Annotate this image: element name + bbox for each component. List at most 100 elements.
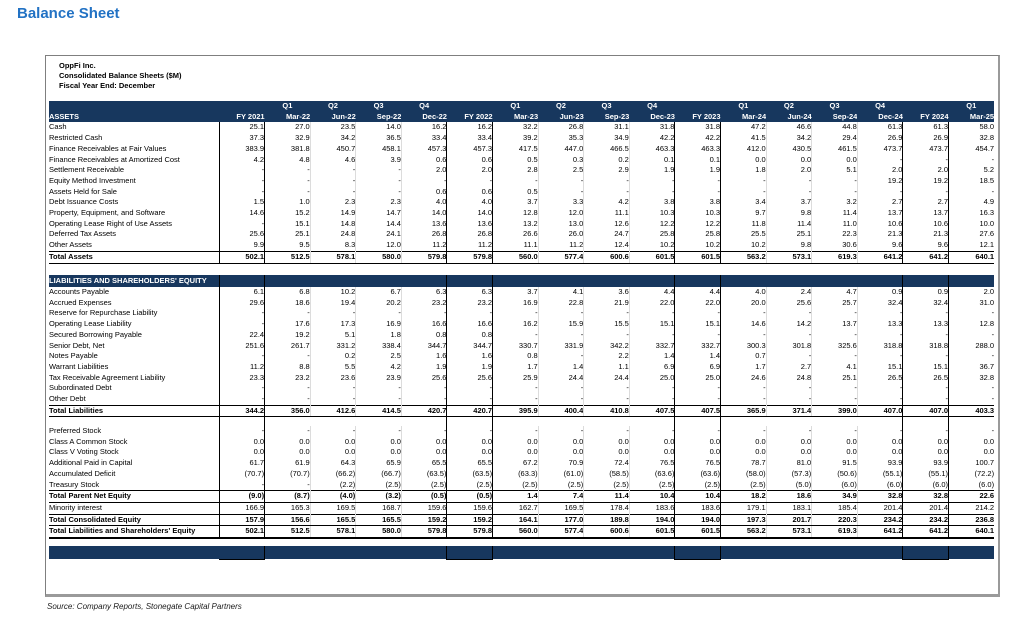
table-cell: 399.0 [811, 404, 858, 418]
table-cell: 34.9 [583, 133, 630, 144]
table-cell: - [264, 383, 311, 395]
table-cell: 11.0 [811, 218, 858, 230]
table-cell: 26.9 [902, 133, 949, 144]
table-cell: - [720, 329, 767, 341]
table-cell: 563.2 [720, 250, 767, 264]
column-header-quarter [674, 101, 721, 112]
table-cell: - [720, 308, 767, 320]
table-cell: (63.5) [446, 468, 494, 480]
table-cell: 395.9 [492, 404, 539, 418]
table-cell: 0.9 [902, 287, 949, 298]
table-cell: 159.2 [401, 513, 448, 527]
table-cell: 0.0 [401, 447, 448, 459]
table-cell: 81.0 [766, 458, 813, 469]
table-cell: 3.2 [811, 197, 858, 209]
table-cell: 31.8 [674, 122, 722, 134]
table-cell: 4.2 [583, 197, 630, 209]
table-cell: 473.7 [857, 143, 904, 155]
table-cell: - [538, 383, 585, 395]
table-cell: - [857, 351, 904, 362]
table-cell: 2.5 [538, 165, 585, 176]
table-cell: 183.1 [766, 502, 813, 515]
table-cell: 30.6 [811, 240, 858, 252]
table-cell: 2.0 [857, 165, 904, 176]
table-cell: 22.3 [811, 229, 858, 241]
table-cell: (55.1) [857, 468, 904, 480]
table-cell: - [583, 175, 630, 187]
table-cell: 177.0 [538, 513, 585, 527]
spacer-cell [356, 263, 402, 275]
table-cell: - [219, 165, 266, 176]
bottom-bar-cell [310, 546, 356, 560]
table-cell: 577.4 [538, 250, 585, 264]
table-cell: 2.3 [355, 197, 402, 209]
table-cell: - [583, 394, 630, 406]
table-cell: 300.3 [720, 340, 767, 352]
table-cell: 261.7 [264, 340, 311, 352]
company-name: OppFi Inc. [59, 61, 96, 70]
table-cell: 16.2 [492, 319, 539, 330]
row-label: Restricted Cash [49, 133, 220, 144]
spacer-cell [812, 417, 858, 426]
table-cell: 26.8 [538, 122, 585, 134]
table-cell: - [583, 329, 630, 341]
table-cell: (2.5) [446, 479, 494, 491]
table-cell: 461.5 [811, 143, 858, 155]
table-cell: (58.5) [583, 468, 630, 480]
table-cell: 6.9 [674, 361, 722, 373]
table-cell: 1.4 [492, 490, 539, 503]
table-cell: (2.5) [583, 479, 630, 491]
table-cell: 619.3 [811, 525, 858, 540]
table-cell: 0.0 [264, 447, 311, 459]
table-cell: 22.8 [538, 297, 585, 309]
spacer-cell [447, 538, 493, 546]
table-cell: - [766, 394, 813, 406]
table-cell: 31.8 [629, 122, 676, 134]
table-cell: 573.1 [766, 250, 813, 264]
spacer-cell [447, 263, 493, 275]
spacer-cell [675, 538, 721, 546]
table-cell: 344.7 [401, 340, 448, 352]
table-cell: 27.0 [264, 122, 311, 134]
table-row: Notes Payable - -0.2 2.5 1.6 1.6 0.8-2.2 1.4 1.4… [49, 351, 994, 362]
table-cell: 4.0 [720, 287, 767, 298]
table-cell: 3.6 [583, 287, 630, 298]
column-header-period: Mar-23 [492, 111, 539, 123]
table-cell: - [629, 308, 676, 320]
table-row: Class V Voting Stock 0.0 0.0 0.0 0.0 0.0 0.0 0.… [49, 447, 994, 459]
table-row: Property, Equipment, and Software 14.6 15.… [49, 208, 994, 219]
table-cell: (0.5) [446, 490, 494, 503]
table-cell: - [446, 394, 494, 406]
table-cell: 579.8 [401, 250, 448, 264]
table-cell: 5.1 [811, 165, 858, 176]
table-cell: 19.2 [857, 175, 904, 187]
table-cell: 0.0 [355, 436, 402, 448]
table-cell: - [629, 425, 676, 437]
table-cell: (2.5) [401, 479, 448, 491]
table-cell: 2.0 [766, 165, 813, 176]
table-cell: 383.9 [219, 143, 266, 155]
table-row: Debt Issuance Costs 1.5 1.0 2.3 2.3 4.0 4.0 3.7… [49, 197, 994, 209]
table-cell: 14.0 [446, 208, 494, 219]
table-cell: 0.6 [446, 186, 494, 198]
table-cell: 91.5 [811, 458, 858, 469]
table-cell: 27.6 [979, 229, 995, 239]
table-cell: - [538, 175, 585, 187]
spacer-cell [903, 538, 949, 546]
spacer-cell [674, 416, 722, 426]
table-cell: 0.6 [401, 154, 448, 166]
table-cell: 0.0 [492, 447, 539, 459]
table-row: Total Parent Net Equity (9.0) (8.7) (4.0) (3… [49, 490, 995, 503]
row-label: Accounts Payable [49, 287, 220, 298]
table-cell: (2.5) [674, 479, 722, 491]
spacer-cell [219, 263, 265, 275]
table-cell: - [219, 186, 266, 198]
table-cell: 2.2 [583, 351, 630, 362]
table-cell: 46.6 [766, 122, 813, 134]
column-header-period: Mar-24 [720, 111, 767, 123]
table-cell: 251.6 [219, 340, 266, 352]
table-cell: 29.4 [811, 133, 858, 144]
table-cell: 14.9 [310, 208, 357, 219]
table-cell: - [902, 394, 949, 406]
header-spacer [49, 101, 219, 112]
